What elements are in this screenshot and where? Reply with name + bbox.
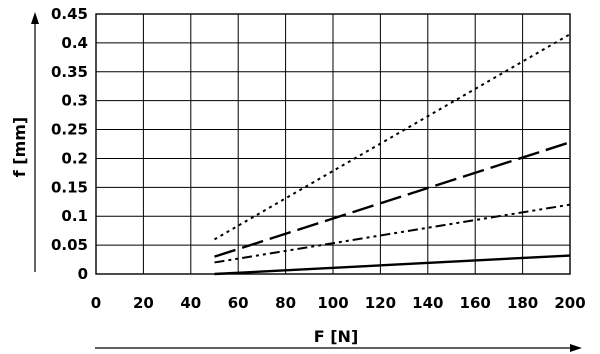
grid (95, 13, 571, 275)
series-line-dotted (214, 33, 571, 241)
series-line-solid (214, 254, 571, 276)
y-tick-label: 0.2 (61, 149, 88, 167)
x-axis-arrowhead (570, 344, 582, 352)
x-tick-label: 80 (275, 294, 296, 312)
x-tick-label: 180 (507, 294, 538, 312)
x-tick-label: 100 (317, 294, 348, 312)
y-tick-label: 0.25 (51, 121, 88, 139)
x-tick-label: 160 (460, 294, 491, 312)
y-tick-label: 0.35 (51, 63, 88, 81)
series-line-long-dash (214, 141, 571, 258)
y-tick-label: 0.1 (61, 207, 88, 225)
series-line-dash-dot-dot (214, 203, 571, 264)
y-tick-label: 0.05 (51, 236, 88, 254)
x-tick-label: 120 (365, 294, 396, 312)
y-tick-label: 0.15 (51, 178, 88, 196)
series-group (214, 33, 571, 276)
tick-labels: 0 20 40 60 80 100 120 140 160 180 200 0 0.05 0.1 0.15 0… (51, 5, 586, 312)
x-tick-label: 20 (133, 294, 154, 312)
x-tick-label: 200 (554, 294, 585, 312)
x-tick-label: 40 (180, 294, 201, 312)
y-tick-label: 0.4 (61, 34, 88, 52)
y-tick-label: 0 (78, 265, 88, 283)
x-tick-label: 0 (91, 294, 101, 312)
x-tick-label: 60 (228, 294, 249, 312)
x-tick-label: 140 (412, 294, 443, 312)
y-axis-arrowhead (31, 12, 39, 24)
y-tick-label: 0.3 (61, 92, 88, 110)
y-axis-label: f [mm] (10, 117, 29, 178)
y-tick-label: 0.45 (51, 5, 88, 23)
plot-frame (95, 13, 571, 275)
x-axis-label: F [N] (314, 327, 359, 346)
